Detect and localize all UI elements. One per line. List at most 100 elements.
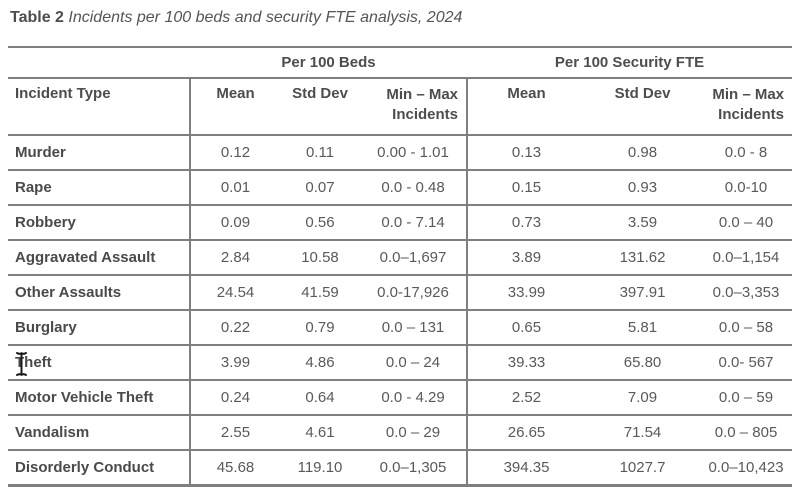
table-row: Robbery 0.09 0.56 0.0 - 7.14 0.73 3.59 0.0 – 4… xyxy=(8,205,793,241)
table-row: Burglary 0.22 0.79 0.0 – 131 0.65 5.81 0.0 – 5… xyxy=(8,310,793,346)
table-row: Disorderly Conduct 45.68 119.10 0.0–1,305 39… xyxy=(8,450,793,487)
incident-type-cell: Burglary xyxy=(8,310,190,346)
beds-std-dev-cell: 0.11 xyxy=(280,135,360,171)
table-row: Murder 0.12 0.11 0.00 - 1.01 0.13 0.98 0.0 - 8 xyxy=(8,135,793,171)
beds-std-dev-cell: 4.61 xyxy=(280,415,360,451)
fte-mean-cell: 0.13 xyxy=(466,135,586,171)
beds-min-max-cell: 0.0–1,697 xyxy=(360,240,468,276)
fte-std-dev-cell: 131.62 xyxy=(585,240,701,276)
beds-mean-cell: 3.99 xyxy=(189,345,280,381)
incident-type-cell: Aggravated Assault xyxy=(8,240,190,276)
table-caption-label: Table 2 xyxy=(10,9,64,26)
fte-std-dev-cell: 65.80 xyxy=(585,345,701,381)
beds-std-dev-cell: 0.07 xyxy=(280,170,360,206)
fte-mean-cell: 26.65 xyxy=(466,415,586,451)
table-row: Aggravated Assault 2.84 10.58 0.0–1,697 3.89… xyxy=(8,240,793,276)
beds-mean-cell: 24.54 xyxy=(189,275,280,311)
beds-std-dev-cell: 4.86 xyxy=(280,345,360,381)
group-header-spacer xyxy=(8,46,190,79)
incident-type-cell: Disorderly Conduct xyxy=(8,450,190,487)
column-header-fte-min-max: Min – Max Incidents xyxy=(700,78,793,136)
fte-mean-cell: 33.99 xyxy=(466,275,586,311)
fte-min-max-cell: 0.0–3,353 xyxy=(700,275,793,311)
table-row: Motor Vehicle Theft 0.24 0.64 0.0 - 4.29 2.5… xyxy=(8,380,793,416)
incident-type-cell: Murder xyxy=(8,135,190,171)
min-max-label: Min – Max xyxy=(712,86,785,103)
beds-std-dev-cell: 0.64 xyxy=(280,380,360,416)
beds-min-max-cell: 0.0 - 7.14 xyxy=(360,205,468,241)
beds-mean-cell: 0.24 xyxy=(189,380,280,416)
incidents-label: Incidents xyxy=(718,106,785,124)
beds-std-dev-cell: 119.10 xyxy=(280,450,360,487)
column-header-beds-mean: Mean xyxy=(189,78,280,136)
beds-min-max-cell: 0.0 - 0.48 xyxy=(360,170,468,206)
fte-std-dev-cell: 3.59 xyxy=(585,205,701,241)
beds-mean-cell: 0.09 xyxy=(189,205,280,241)
table-row: Vandalism 2.55 4.61 0.0 – 29 26.65 71.54 0.0 –… xyxy=(8,415,793,451)
beds-min-max-cell: 0.0–1,305 xyxy=(360,450,468,487)
fte-mean-cell: 394.35 xyxy=(466,450,586,487)
table-row: Rape 0.01 0.07 0.0 - 0.48 0.15 0.93 0.0-10 xyxy=(8,170,793,206)
fte-std-dev-cell: 397.91 xyxy=(585,275,701,311)
column-header-fte-mean: Mean xyxy=(466,78,586,136)
table-body: Murder 0.12 0.11 0.00 - 1.01 0.13 0.98 0.0 - 8… xyxy=(8,135,793,487)
fte-min-max-cell: 0.0 – 805 xyxy=(700,415,793,451)
incidents-table: Per 100 Beds Per 100 Security FTE Incide… xyxy=(8,46,793,487)
text-cursor-i-beam-icon xyxy=(16,352,27,376)
beds-min-max-cell: 0.0 - 4.29 xyxy=(360,380,468,416)
fte-std-dev-cell: 0.93 xyxy=(585,170,701,206)
incident-type-cell: Motor Vehicle Theft xyxy=(8,380,190,416)
group-header-per-100-beds: Per 100 Beds xyxy=(190,46,468,79)
column-header-incident-type: Incident Type xyxy=(8,78,190,136)
beds-mean-cell: 0.12 xyxy=(189,135,280,171)
beds-mean-cell: 2.84 xyxy=(189,240,280,276)
beds-min-max-cell: 0.0-17,926 xyxy=(360,275,468,311)
beds-std-dev-cell: 0.56 xyxy=(280,205,360,241)
beds-mean-cell: 0.01 xyxy=(189,170,280,206)
fte-min-max-cell: 0.0 – 58 xyxy=(700,310,793,346)
beds-min-max-cell: 0.00 - 1.01 xyxy=(360,135,468,171)
fte-mean-cell: 39.33 xyxy=(466,345,586,381)
column-header-row: Incident Type Mean Std Dev Min – Max Inc… xyxy=(8,78,793,136)
incident-type-cell: Robbery xyxy=(8,205,190,241)
beds-mean-cell: 0.22 xyxy=(189,310,280,346)
fte-mean-cell: 0.65 xyxy=(466,310,586,346)
beds-mean-cell: 2.55 xyxy=(189,415,280,451)
fte-std-dev-cell: 5.81 xyxy=(585,310,701,346)
table-caption: Table 2 Incidents per 100 beds and secur… xyxy=(10,9,462,27)
column-header-beds-std-dev: Std Dev xyxy=(280,78,360,136)
incident-type-cell: Rape xyxy=(8,170,190,206)
group-header-row: Per 100 Beds Per 100 Security FTE xyxy=(8,46,793,79)
table-row: Other Assaults 24.54 41.59 0.0-17,926 33.99 3… xyxy=(8,275,793,311)
beds-min-max-cell: 0.0 – 24 xyxy=(360,345,468,381)
fte-mean-cell: 0.73 xyxy=(466,205,586,241)
fte-min-max-cell: 0.0–10,423 xyxy=(700,450,793,487)
column-header-fte-std-dev: Std Dev xyxy=(585,78,701,136)
group-header-per-100-security-fte: Per 100 Security FTE xyxy=(467,46,793,79)
fte-std-dev-cell: 7.09 xyxy=(585,380,701,416)
beds-std-dev-cell: 0.79 xyxy=(280,310,360,346)
fte-min-max-cell: 0.0- 567 xyxy=(700,345,793,381)
table-row: Theft 3.99 4.86 0.0 – 24 39.33 65.80 0.0- 567 xyxy=(8,345,793,381)
fte-min-max-cell: 0.0–1,154 xyxy=(700,240,793,276)
beds-min-max-cell: 0.0 – 131 xyxy=(360,310,468,346)
fte-std-dev-cell: 0.98 xyxy=(585,135,701,171)
fte-min-max-cell: 0.0 – 59 xyxy=(700,380,793,416)
fte-min-max-cell: 0.0 - 8 xyxy=(700,135,793,171)
fte-min-max-cell: 0.0 – 40 xyxy=(700,205,793,241)
fte-mean-cell: 3.89 xyxy=(466,240,586,276)
fte-min-max-cell: 0.0-10 xyxy=(700,170,793,206)
fte-mean-cell: 2.52 xyxy=(466,380,586,416)
incident-type-cell: Vandalism xyxy=(8,415,190,451)
min-max-label: Min – Max xyxy=(386,86,459,103)
fte-std-dev-cell: 1027.7 xyxy=(585,450,701,487)
beds-min-max-cell: 0.0 – 29 xyxy=(360,415,468,451)
beds-mean-cell: 45.68 xyxy=(189,450,280,487)
incident-type-cell: Theft xyxy=(8,345,190,381)
incidents-label: Incidents xyxy=(392,106,459,124)
table-caption-text: Incidents per 100 beds and security FTE … xyxy=(63,9,463,26)
fte-mean-cell: 0.15 xyxy=(466,170,586,206)
fte-std-dev-cell: 71.54 xyxy=(585,415,701,451)
beds-std-dev-cell: 41.59 xyxy=(280,275,360,311)
